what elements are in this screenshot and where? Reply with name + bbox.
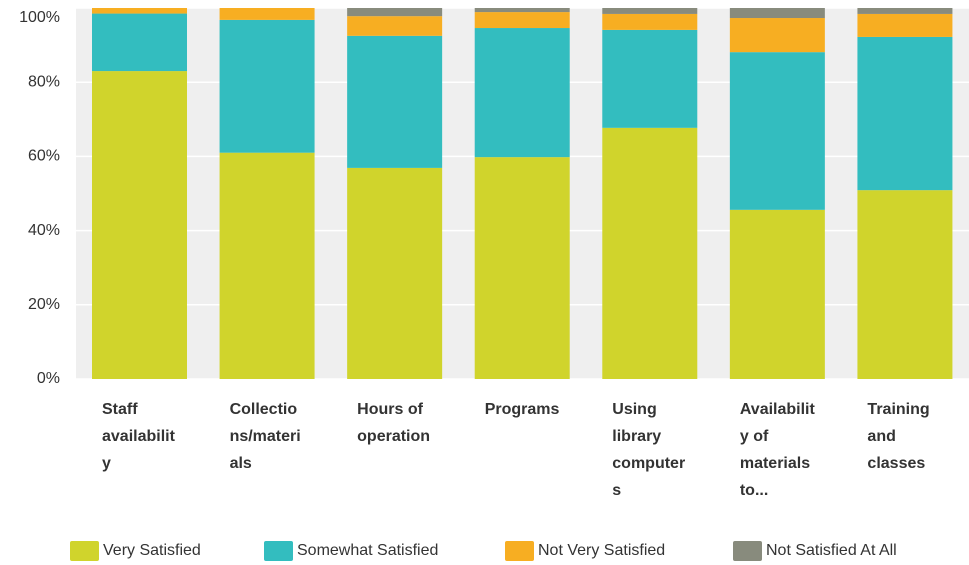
bar-segment: [602, 13, 698, 30]
x-tick-label: Availability of materials to...: [739, 401, 815, 499]
bar-segment: [474, 8, 570, 13]
legend-label: Not Satisfied At All: [766, 542, 897, 559]
bar-segment: [602, 29, 698, 128]
legend-label: Not Very Satisfied: [538, 542, 666, 559]
y-tick-label: 20%: [28, 296, 60, 313]
x-tick-label: Collections/materials: [229, 401, 301, 472]
bar-segment: [92, 71, 187, 379]
y-tick-label: 80%: [28, 73, 60, 90]
x-tick-label: Training and classes: [867, 401, 930, 472]
bar-segment: [857, 13, 953, 37]
x-tick-label: Programs: [484, 401, 560, 418]
y-tick-label: 0%: [37, 370, 60, 387]
bar-segment: [857, 36, 953, 191]
legend-swatch: [505, 541, 534, 561]
bar-segment: [602, 8, 698, 14]
y-tick-label: 100%: [19, 9, 60, 26]
bar-segment: [729, 209, 825, 379]
y-tick-label: 40%: [28, 222, 60, 239]
legend-swatch: [70, 541, 99, 561]
x-tick-label: Staff availability: [102, 401, 175, 472]
legend-item: Not Satisfied At All: [733, 541, 897, 561]
bar-segment: [347, 8, 443, 17]
legend-swatch: [733, 541, 762, 561]
bar-segment: [729, 18, 825, 53]
bar-segment: [857, 190, 953, 379]
bar-segment: [219, 8, 315, 20]
bar-segment: [92, 8, 187, 14]
bar-segment: [347, 167, 443, 379]
bar-segment: [474, 28, 570, 158]
legend-item: Not Very Satisfied: [505, 541, 665, 561]
bar-segment: [347, 16, 443, 36]
legend-label: Very Satisfied: [103, 542, 201, 559]
bar-segment: [92, 13, 187, 72]
legend-item: Somewhat Satisfied: [264, 541, 438, 561]
bar-segment: [857, 8, 953, 14]
x-tick-label: Hours of operation: [357, 401, 431, 445]
bar-segment: [219, 152, 315, 379]
bar-segment: [474, 157, 570, 379]
bar-segment: [729, 8, 825, 19]
legend-swatch: [264, 541, 293, 561]
bar-segment: [602, 127, 698, 379]
legend-item: Very Satisfied: [70, 541, 201, 561]
y-tick-label: 60%: [28, 148, 60, 165]
legend-label: Somewhat Satisfied: [297, 542, 439, 559]
bar-segment: [474, 12, 570, 29]
bar-segment: [347, 35, 443, 168]
bar-segment: [729, 52, 825, 210]
x-tick-label: Using library computers: [612, 401, 686, 499]
bar-segment: [219, 19, 315, 153]
